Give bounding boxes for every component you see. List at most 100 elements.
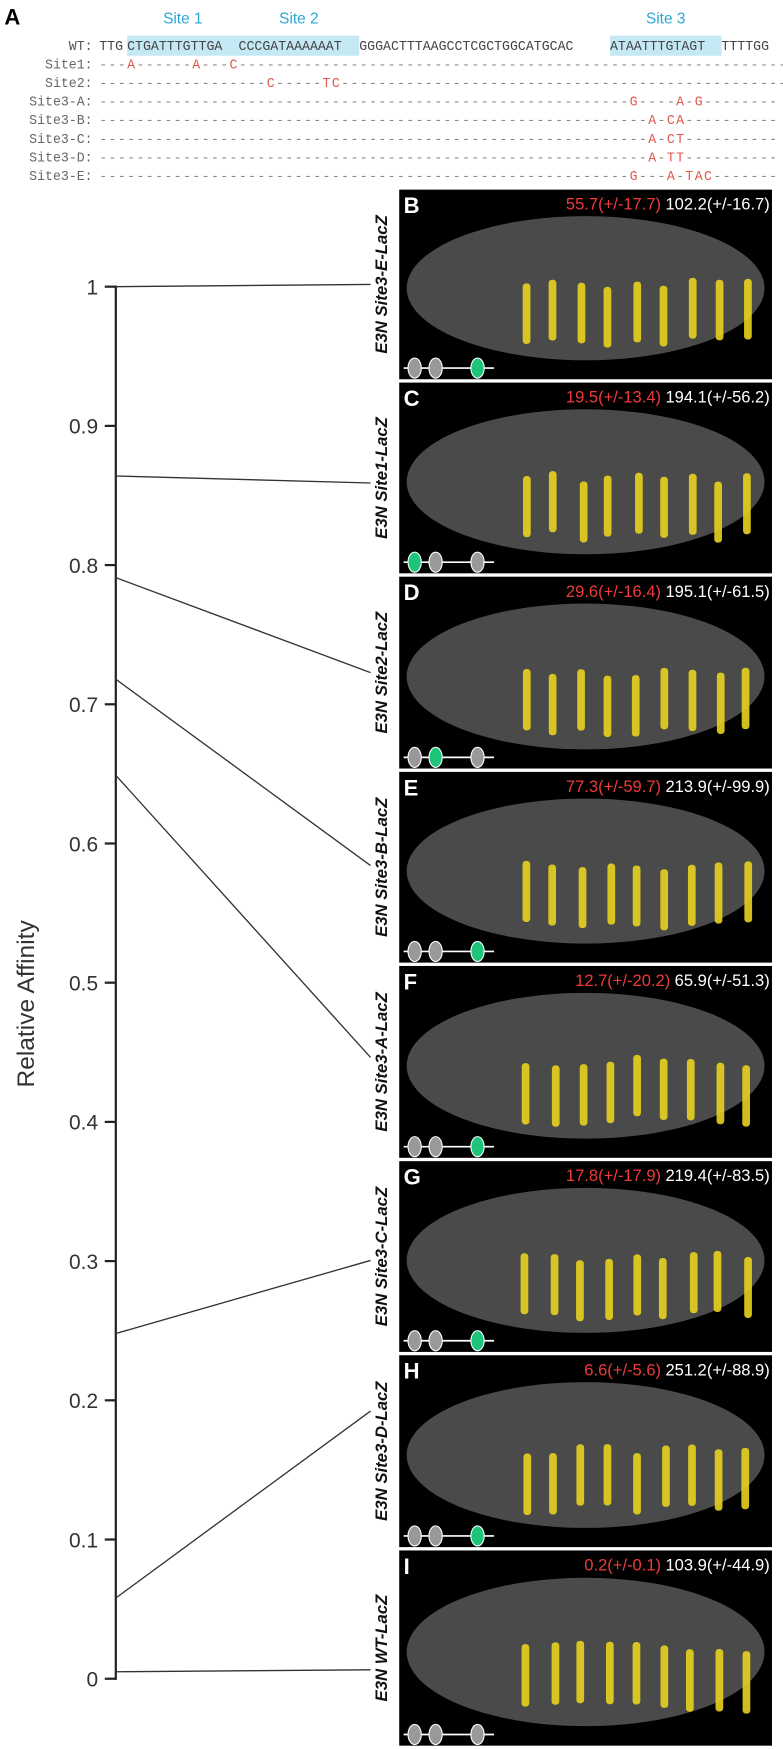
stripe bbox=[576, 1260, 584, 1322]
wt-segment: CTGATTTGTTGA bbox=[127, 39, 222, 54]
stripe bbox=[715, 1649, 724, 1712]
stripe bbox=[548, 279, 557, 341]
stripe bbox=[523, 1453, 532, 1515]
construct-label: E3N Site1-LacZ bbox=[372, 416, 391, 539]
measure-red: 17.8(+/-17.9) bbox=[566, 1166, 661, 1185]
measure-red: 77.3(+/-59.7) bbox=[566, 777, 661, 796]
site-dot bbox=[407, 1330, 422, 1352]
wt-segment: GGGACTTTAAGCCTCGCTGGCATGCAC bbox=[359, 39, 573, 54]
stripe bbox=[603, 286, 612, 348]
wt-segment: ATAATTTGTAGT bbox=[610, 39, 705, 54]
construct-label: E3N WT-LacZ bbox=[372, 1594, 391, 1702]
construct-label: E3N Site3-C-LacZ bbox=[372, 1186, 391, 1326]
stripe bbox=[607, 863, 616, 925]
stripe bbox=[633, 1054, 641, 1117]
tick-label: 0.9 bbox=[69, 416, 98, 439]
stripe bbox=[578, 867, 587, 929]
site-dot bbox=[407, 551, 422, 573]
measure-white: 219.4(+/-83.5) bbox=[665, 1166, 769, 1185]
stripe bbox=[633, 1254, 642, 1316]
stripe bbox=[522, 283, 531, 345]
site-highlight bbox=[238, 35, 360, 56]
stripe bbox=[689, 1252, 698, 1314]
wt-segment: TTG bbox=[99, 39, 123, 54]
stripe bbox=[688, 277, 697, 339]
connector bbox=[115, 1669, 371, 1673]
measure-red: 19.5(+/-13.4) bbox=[566, 388, 661, 407]
measure-white: 194.1(+/-56.2) bbox=[665, 388, 769, 407]
stripe bbox=[605, 1641, 614, 1705]
stripe bbox=[523, 476, 531, 538]
seq-label: Site1: bbox=[45, 58, 93, 73]
connector bbox=[115, 576, 371, 674]
stripe bbox=[741, 1447, 750, 1510]
stripe bbox=[632, 865, 641, 927]
stripe bbox=[688, 473, 697, 535]
stripe bbox=[660, 476, 668, 538]
tick-label: 0.6 bbox=[69, 833, 98, 856]
site-highlight bbox=[609, 35, 722, 56]
stripe bbox=[687, 864, 696, 926]
stripe bbox=[633, 1453, 641, 1515]
stripe bbox=[716, 672, 725, 734]
embryo bbox=[406, 1187, 765, 1333]
seq-label: Site3-C: bbox=[29, 132, 92, 147]
site-label: Site 2 bbox=[279, 10, 318, 27]
site-dot bbox=[407, 1525, 422, 1547]
stripe bbox=[742, 1065, 750, 1127]
stripe bbox=[744, 861, 753, 923]
site-dot bbox=[428, 746, 443, 768]
stripe bbox=[635, 472, 643, 534]
stripe bbox=[688, 669, 697, 732]
stripe bbox=[603, 1444, 612, 1506]
mutant-sequence: ------------------C-----TC--------------… bbox=[99, 76, 783, 91]
stripe bbox=[521, 1063, 530, 1125]
stripe bbox=[686, 1058, 695, 1121]
measure-red: 6.6(+/-5.6) bbox=[584, 1360, 661, 1379]
wt-sequence: TTG CTGATTTGTTGA CCCGATAAAAAAT GGGACTTTAAGC… bbox=[99, 39, 769, 54]
connector bbox=[115, 678, 371, 867]
stripe bbox=[550, 1254, 559, 1316]
stripe bbox=[520, 1253, 529, 1315]
site-dot bbox=[428, 551, 443, 573]
site-dot bbox=[407, 357, 422, 379]
axis-label: Relative Affinity bbox=[13, 919, 40, 1087]
stripe bbox=[605, 1258, 613, 1320]
mutant-sequence: ----------------------------------------… bbox=[99, 95, 777, 110]
measure-red: 12.7(+/-20.2) bbox=[575, 971, 670, 990]
stripe bbox=[631, 675, 640, 737]
stripe bbox=[577, 669, 585, 731]
stripe bbox=[579, 481, 588, 543]
connector bbox=[115, 774, 372, 1058]
measure-white: 251.2(+/-88.9) bbox=[665, 1360, 769, 1379]
connector bbox=[115, 1410, 371, 1599]
stripe bbox=[659, 285, 668, 347]
connector bbox=[115, 283, 371, 288]
mutant-sequence: ----------------------------------------… bbox=[99, 132, 777, 147]
site-dot bbox=[470, 551, 485, 573]
construct-label: E3N Site3-D-LacZ bbox=[372, 1381, 391, 1521]
embryo bbox=[406, 603, 765, 750]
stripe bbox=[660, 667, 669, 730]
stripe bbox=[576, 1640, 585, 1704]
stripe bbox=[714, 862, 723, 924]
panel-letter: G bbox=[404, 1164, 421, 1189]
stripe bbox=[551, 1065, 560, 1127]
panel-letter: I bbox=[404, 1554, 410, 1579]
wt-segment: CCCGATAAAAAAT bbox=[239, 39, 342, 54]
site-dot bbox=[428, 357, 443, 379]
measure-white: 213.9(+/-99.9) bbox=[665, 777, 769, 796]
stripe bbox=[522, 668, 531, 731]
site-dot bbox=[470, 357, 485, 379]
panel-letter: C bbox=[404, 386, 420, 411]
stripe bbox=[716, 1062, 725, 1125]
site-dot bbox=[428, 1330, 443, 1352]
panel-letter: B bbox=[404, 193, 420, 218]
construct-label: E3N Site3-A-LacZ bbox=[372, 991, 391, 1131]
panel-letter: H bbox=[404, 1359, 420, 1384]
site-dot bbox=[470, 1723, 485, 1746]
stripe bbox=[521, 1644, 530, 1707]
stripe bbox=[714, 481, 722, 543]
